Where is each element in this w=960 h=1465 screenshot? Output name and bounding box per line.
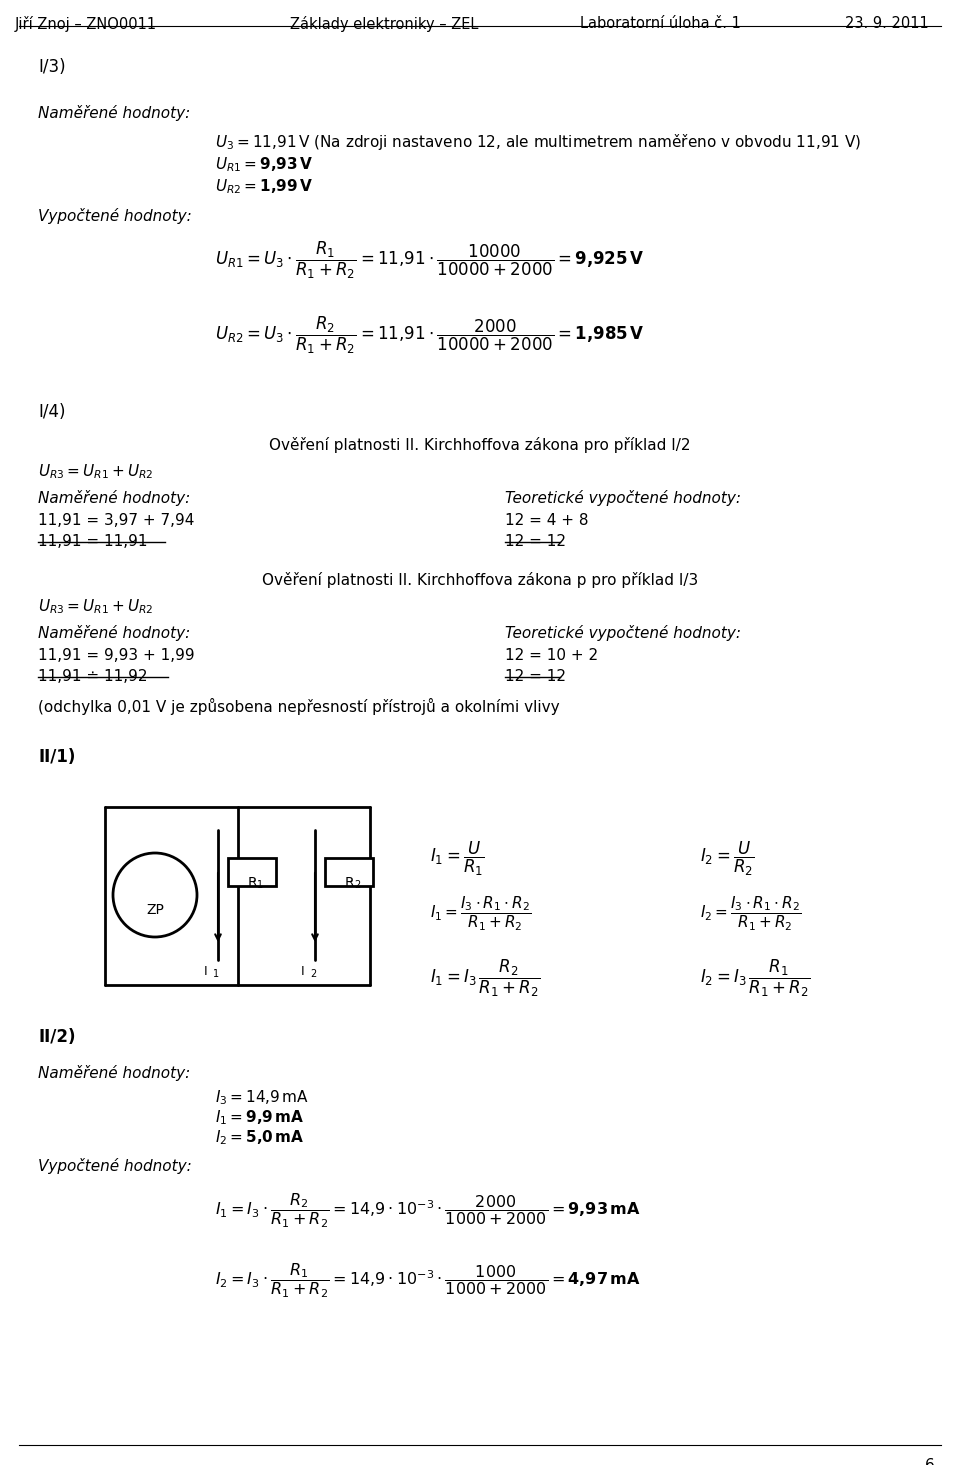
Text: I/4): I/4): [38, 403, 65, 420]
Text: 12 = 10 + 2: 12 = 10 + 2: [505, 648, 598, 664]
Text: $I_2 = \mathbf{5{,}0\,mA}$: $I_2 = \mathbf{5{,}0\,mA}$: [215, 1128, 304, 1147]
Text: (odchylka 0,01 V je způsobena nepřesností přístrojů a okolními vlivy: (odchylka 0,01 V je způsobena nepřesnost…: [38, 697, 560, 715]
Text: Jiří Znoj – ZNO0011: Jiří Znoj – ZNO0011: [15, 16, 157, 32]
Text: $U_{R2} = U_3 \cdot \dfrac{R_2}{R_1 + R_2} = 11{,}91 \cdot \dfrac{2000}{10000 + : $U_{R2} = U_3 \cdot \dfrac{R_2}{R_1 + R_…: [215, 315, 645, 356]
Text: $U_{R1} = U_3 \cdot \dfrac{R_1}{R_1+R_2} = 11{,}91 \cdot \dfrac{10000}{10000+200: $U_{R1} = U_3 \cdot \dfrac{R_1}{R_1+R_2}…: [215, 240, 644, 281]
Text: 11,91 = 11,91: 11,91 = 11,91: [38, 535, 148, 549]
Text: 1: 1: [257, 880, 263, 891]
Text: Naměřené hodnoty:: Naměřené hodnoty:: [38, 1065, 190, 1081]
Text: 12 = 12: 12 = 12: [505, 535, 566, 549]
Text: 1: 1: [213, 968, 219, 979]
Text: $I_1 = \mathbf{9{,}9\,mA}$: $I_1 = \mathbf{9{,}9\,mA}$: [215, 1108, 304, 1127]
Text: 23. 9. 2011: 23. 9. 2011: [845, 16, 928, 31]
Text: 6: 6: [925, 1458, 935, 1465]
Bar: [228, 858, 276, 886]
Text: $U_{R3} = U_{R1} + U_{R2}$: $U_{R3} = U_{R1} + U_{R2}$: [38, 598, 154, 615]
Text: 11,91 = 3,97 + 7,94: 11,91 = 3,97 + 7,94: [38, 513, 194, 527]
Text: $U_3 = 11{,}91\,\mathrm{V}$ (Na zdroji nastaveno 12, ale multimetrem naměřeno v : $U_3 = 11{,}91\,\mathrm{V}$ (Na zdroji n…: [215, 132, 861, 152]
Text: Základy elektroniky – ZEL: Základy elektroniky – ZEL: [290, 16, 478, 32]
Text: 12 = 12: 12 = 12: [505, 670, 566, 684]
Text: $I_1 = I_3\,\dfrac{R_2}{R_1 + R_2}$: $I_1 = I_3\,\dfrac{R_2}{R_1 + R_2}$: [430, 958, 540, 999]
Text: Ověření platnosti II. Kirchhoffova zákona p pro příklad I/3: Ověření platnosti II. Kirchhoffova zákon…: [262, 571, 698, 587]
Text: 2: 2: [354, 880, 360, 891]
Text: 2: 2: [310, 968, 316, 979]
Circle shape: [113, 853, 197, 938]
Text: I: I: [204, 965, 207, 979]
Text: $I_2 = \dfrac{U}{R_2}$: $I_2 = \dfrac{U}{R_2}$: [700, 839, 755, 878]
Text: Ověření platnosti II. Kirchhoffova zákona pro příklad I/2: Ověření platnosti II. Kirchhoffova zákon…: [269, 437, 691, 453]
Text: 12 = 4 + 8: 12 = 4 + 8: [505, 513, 588, 527]
Text: $I_1 = \dfrac{I_3 \cdot R_1 \cdot R_2}{R_1 + R_2}$: $I_1 = \dfrac{I_3 \cdot R_1 \cdot R_2}{R…: [430, 895, 532, 933]
Text: $I_2 = I_3 \cdot \dfrac{R_1}{R_1+R_2} = 14{,}9 \cdot 10^{-3} \cdot \dfrac{1000}{: $I_2 = I_3 \cdot \dfrac{R_1}{R_1+R_2} = …: [215, 1261, 640, 1301]
Text: R: R: [247, 876, 257, 891]
Text: $I_1 = \dfrac{U}{R_1}$: $I_1 = \dfrac{U}{R_1}$: [430, 839, 485, 878]
Text: $I_3 = 14{,}9\,\mathrm{mA}$: $I_3 = 14{,}9\,\mathrm{mA}$: [215, 1088, 309, 1106]
Text: $U_{R1} = \mathbf{9{,}93\,V}$: $U_{R1} = \mathbf{9{,}93\,V}$: [215, 155, 313, 174]
Text: ZP: ZP: [146, 902, 164, 917]
Text: $I_1 = I_3 \cdot \dfrac{R_2}{R_1+R_2} = 14{,}9 \cdot 10^{-3} \cdot \dfrac{2000}{: $I_1 = I_3 \cdot \dfrac{R_2}{R_1+R_2} = …: [215, 1193, 640, 1231]
Text: Naměřené hodnoty:: Naměřené hodnoty:: [38, 489, 190, 505]
Text: I/3): I/3): [38, 59, 65, 76]
Text: $U_{R2} = \mathbf{1{,}99\,V}$: $U_{R2} = \mathbf{1{,}99\,V}$: [215, 177, 313, 196]
Text: $I_2 = I_3\,\dfrac{R_1}{R_1 + R_2}$: $I_2 = I_3\,\dfrac{R_1}{R_1 + R_2}$: [700, 958, 810, 999]
Text: Teoretické vypočtené hodnoty:: Teoretické vypočtené hodnoty:: [505, 626, 741, 642]
Text: Naměřené hodnoty:: Naměřené hodnoty:: [38, 626, 190, 642]
Text: II/1): II/1): [38, 749, 76, 766]
Text: $U_{R3} = U_{R1} + U_{R2}$: $U_{R3} = U_{R1} + U_{R2}$: [38, 461, 154, 481]
Text: Naměřené hodnoty:: Naměřené hodnoty:: [38, 105, 190, 122]
Text: Laboratorní úloha č. 1: Laboratorní úloha č. 1: [580, 16, 741, 31]
Text: I: I: [301, 965, 304, 979]
Text: 11,91 ≐ 11,92: 11,91 ≐ 11,92: [38, 670, 148, 684]
Text: R: R: [345, 876, 354, 891]
Text: II/2): II/2): [38, 1028, 76, 1046]
Bar: [325, 858, 373, 886]
Text: $I_2 = \dfrac{I_3 \cdot R_1 \cdot R_2}{R_1 + R_2}$: $I_2 = \dfrac{I_3 \cdot R_1 \cdot R_2}{R…: [700, 895, 802, 933]
Text: Vypočtené hodnoty:: Vypočtené hodnoty:: [38, 1157, 192, 1173]
Text: Teoretické vypočtené hodnoty:: Teoretické vypočtené hodnoty:: [505, 489, 741, 505]
Text: Vypočtené hodnoty:: Vypočtené hodnoty:: [38, 208, 192, 224]
Text: 11,91 = 9,93 + 1,99: 11,91 = 9,93 + 1,99: [38, 648, 195, 664]
